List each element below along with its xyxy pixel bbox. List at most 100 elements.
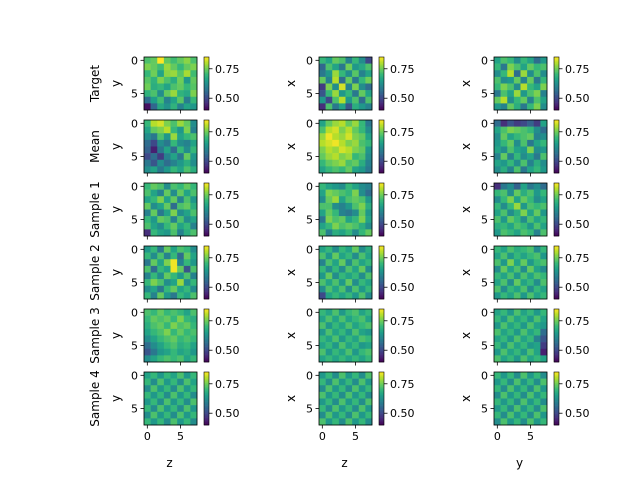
heatmap-cell: [494, 63, 501, 71]
heatmap-cell: [338, 209, 346, 217]
colorbar-segment: [204, 126, 209, 129]
heatmap-cell: [157, 209, 165, 217]
heatmap-cell: [319, 63, 326, 71]
heatmap-cell: [183, 378, 191, 386]
colorbar-segment: [379, 95, 384, 98]
heatmap-cell: [513, 418, 521, 426]
colorbar-segment: [379, 395, 384, 398]
colorbar-segment: [379, 220, 384, 222]
colorbar-segment: [379, 79, 384, 82]
heatmap-cell: [319, 418, 326, 426]
heatmap-cell: [319, 159, 326, 167]
heatmap-cell: [170, 418, 178, 426]
heatmap-cell: [358, 405, 366, 413]
colorbar-segment: [554, 147, 559, 150]
colorbar-segment: [554, 165, 559, 167]
heatmap-cell: [358, 285, 366, 293]
colorbar-segment: [379, 166, 384, 169]
heatmap-cell: [527, 292, 535, 300]
colorbar-segment: [554, 59, 559, 62]
heatmap-cell: [507, 315, 515, 323]
heatmap-cell: [352, 418, 360, 426]
colorbar-segment: [204, 186, 209, 189]
colorbar-segment: [204, 417, 209, 419]
heatmap-cell: [338, 252, 346, 260]
colorbar-segment: [204, 151, 209, 154]
heatmap-cell: [190, 222, 198, 230]
colorbar-segment: [204, 234, 209, 237]
heatmap-cell: [533, 335, 541, 343]
colorbar-segment: [554, 151, 559, 154]
heatmap-cell: [520, 391, 528, 399]
colorbar-segment: [554, 401, 559, 403]
colorbar-segment: [379, 414, 384, 417]
colorbar-segment: [379, 391, 384, 394]
heatmap-cell: [527, 246, 535, 253]
colorbar-segment: [204, 389, 209, 391]
y-tick-label: 5: [481, 213, 488, 226]
colorbar-segment: [204, 342, 209, 344]
colorbar-frame: [378, 56, 385, 111]
axis-ylabel: x: [459, 80, 473, 87]
heatmap-cell: [325, 378, 333, 386]
heatmap-cell: [177, 103, 185, 111]
heatmap-cell: [358, 398, 366, 406]
heatmap-cell: [345, 378, 353, 386]
heatmap-cell: [332, 285, 340, 293]
heatmap-cell: [527, 398, 535, 406]
y-tick-label: 5: [481, 339, 488, 352]
colorbar-segment: [554, 226, 559, 229]
colorbar-segment: [554, 149, 559, 151]
colorbar-segment: [554, 60, 559, 63]
heatmap-cell: [540, 189, 548, 197]
colorbar-segment: [204, 275, 209, 277]
colorbar-segment: [204, 71, 209, 74]
axis-ylabel: y: [109, 143, 123, 150]
heatmap-cell: [365, 259, 373, 267]
colorbar-segment: [554, 83, 559, 86]
heatmap-cell: [365, 272, 373, 280]
heatmap-cell: [358, 196, 366, 204]
heatmap-cell: [352, 259, 360, 267]
colorbar-tick-label: 0.75: [565, 315, 590, 328]
colorbar-segment: [379, 249, 384, 252]
heatmap-cell: [144, 279, 151, 287]
heatmap-cell: [358, 372, 366, 379]
heatmap-cell: [177, 159, 185, 167]
heatmap-cell: [520, 57, 528, 64]
heatmap-cell: [345, 322, 353, 330]
heatmap-cell: [540, 355, 548, 363]
heatmap-cell: [520, 315, 528, 323]
colorbar-segment: [379, 183, 384, 185]
colorbar-segment: [379, 267, 384, 269]
heatmap-cell: [319, 90, 326, 98]
colorbar-segment: [554, 393, 559, 395]
colorbar-segment: [554, 82, 559, 84]
colorbar-tick-label: 0.50: [215, 281, 240, 294]
colorbar-segment: [204, 59, 209, 62]
colorbar-segment: [554, 222, 559, 225]
heatmap-cell: [144, 159, 151, 167]
heatmap-cell: [163, 222, 171, 230]
colorbar: 0.500.75: [203, 308, 240, 363]
heatmap-cell: [520, 196, 528, 204]
colorbar-segment: [554, 314, 559, 316]
heatmap-cell: [494, 348, 501, 356]
y-tick-label: 5: [481, 402, 488, 415]
colorbar-segment: [554, 309, 559, 311]
colorbar-segment: [204, 139, 209, 142]
heatmap-cell: [365, 90, 373, 98]
colorbar-tick-label: 0.50: [215, 155, 240, 168]
colorbar-frame: [553, 371, 560, 426]
y-tick-label: 0: [306, 117, 313, 130]
panel-frame: [493, 308, 548, 363]
heatmap-cell: [332, 405, 340, 413]
colorbar-segment: [554, 123, 559, 126]
colorbar-segment: [204, 74, 209, 76]
heatmap-cell: [163, 57, 171, 64]
heatmap-cell: [352, 63, 360, 71]
heatmap-cell: [163, 90, 171, 98]
colorbar-segment: [554, 322, 559, 324]
axis-ylabel: x: [459, 332, 473, 339]
heatmap-cell: [520, 103, 528, 111]
